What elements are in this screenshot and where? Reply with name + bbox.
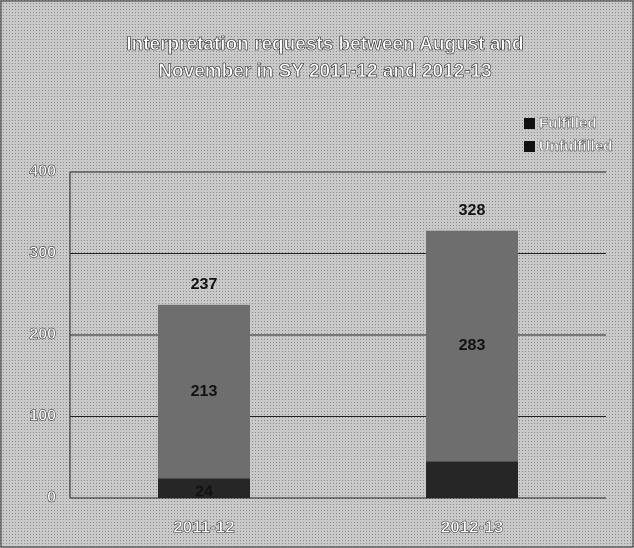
y-tick-label: 200: [29, 326, 56, 343]
legend-swatch: [524, 141, 535, 152]
total-label: 328: [459, 202, 486, 219]
data-label: 283: [459, 337, 486, 354]
y-tick-label: 100: [29, 408, 56, 425]
chart-title: Interpretation requests between August a…: [126, 34, 523, 55]
legend-swatch: [524, 118, 535, 129]
data-label: 24: [195, 483, 213, 500]
data-label: 213: [191, 383, 218, 400]
x-tick-label: 2012-13: [441, 517, 503, 536]
bar-segment: [158, 304, 250, 479]
total-label: 237: [191, 276, 218, 293]
bar-segment: [426, 230, 518, 462]
x-tick-label: 2011-12: [173, 517, 234, 536]
y-tick-label: 0: [47, 489, 56, 506]
y-tick-label: 400: [29, 163, 56, 180]
y-tick-label: 300: [29, 245, 56, 262]
chart-title: November in SY 2011-12 and 2012-13: [158, 61, 491, 82]
bar-segment: [158, 478, 250, 498]
legend-label: Fulfilled: [539, 115, 597, 132]
legend-label: Unfulfilled: [539, 138, 612, 155]
bar-segment: [426, 461, 518, 498]
